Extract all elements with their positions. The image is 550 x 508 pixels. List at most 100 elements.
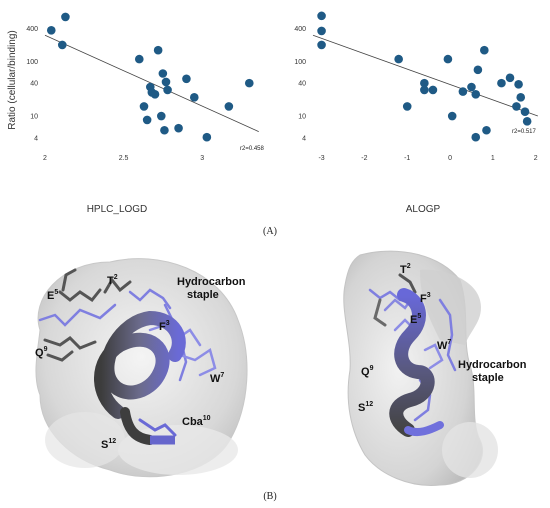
label-right-E: E5 xyxy=(410,313,421,326)
x-tick-label: 0 xyxy=(448,155,452,162)
data-point xyxy=(480,45,489,55)
data-point xyxy=(471,132,481,142)
data-point xyxy=(150,89,160,99)
panel-a-label: (A) xyxy=(263,226,277,237)
data-point xyxy=(160,125,169,135)
scatter-plot-alogp: ALOGP r2=0.517 4 10 40 100 400 -3 -2 -1 0 1 2 xyxy=(294,11,538,215)
data-point xyxy=(317,26,326,36)
data-point xyxy=(317,40,326,50)
chart2-points xyxy=(317,11,532,142)
x-tick-label: 2.5 xyxy=(119,155,129,162)
label-right-F: F3 xyxy=(420,292,431,305)
x-tick-label: -3 xyxy=(318,155,324,162)
data-point xyxy=(473,65,483,75)
label-left-Cba: Cba10 xyxy=(182,415,211,428)
chart2-trendline-group xyxy=(312,34,538,117)
x-tick-label: 3 xyxy=(200,155,204,162)
data-point xyxy=(182,74,191,84)
data-point xyxy=(158,69,168,78)
panel-b-label: (B) xyxy=(263,491,276,502)
data-point xyxy=(471,89,481,99)
chart1-xlabel: HPLC_LOGD xyxy=(87,204,148,215)
x-tick-label: 2 xyxy=(534,155,538,162)
label-left-staple-1: Hydrocarbon xyxy=(177,276,246,288)
data-point xyxy=(46,26,56,35)
trendline xyxy=(312,34,538,117)
structure-right-labels: T2 F3 E5 W7 Q9 Hydrocarbon staple S12 xyxy=(358,263,527,414)
data-point xyxy=(520,107,530,117)
chart2-y-tick-labels: 4 10 40 100 400 xyxy=(294,26,306,142)
chart1-y-tick-labels: 4 10 40 100 400 xyxy=(26,26,38,142)
x-tick-label: 2 xyxy=(43,155,47,162)
data-point xyxy=(522,117,532,126)
label-left-Q: Q9 xyxy=(35,346,48,359)
data-point xyxy=(163,85,172,95)
label-right-T: T2 xyxy=(400,263,411,276)
label-left-E: E5 xyxy=(47,289,58,302)
structure-left-labels: E5 T2 Hydrocarbon staple F3 Q9 W7 Cba10 … xyxy=(35,274,246,451)
y-tick-label: 40 xyxy=(30,81,38,88)
data-point xyxy=(458,87,468,96)
x-tick-label: 1 xyxy=(491,155,495,162)
data-point xyxy=(505,73,515,83)
data-point xyxy=(244,78,254,88)
x-tick-label: -1 xyxy=(404,155,410,162)
chart2-r2-annotation: r2=0.517 xyxy=(512,129,537,135)
data-point xyxy=(139,102,149,111)
data-point xyxy=(189,93,199,102)
label-left-F: F3 xyxy=(159,320,170,333)
y-tick-label: 10 xyxy=(30,114,38,121)
data-point xyxy=(402,102,412,111)
data-point xyxy=(153,45,163,55)
data-point xyxy=(514,80,523,89)
label-right-staple-2: staple xyxy=(472,372,504,384)
y-tick-label: 400 xyxy=(26,26,38,33)
data-point xyxy=(428,85,438,95)
label-right-staple-1: Hydrocarbon xyxy=(458,359,527,371)
chart1-ylabel: Ratio (cellular/binding) xyxy=(7,30,18,130)
data-point xyxy=(174,123,183,133)
structure-left-image xyxy=(35,258,248,478)
y-tick-label: 100 xyxy=(26,59,38,66)
data-point xyxy=(317,11,326,21)
data-point xyxy=(161,77,171,87)
y-tick-label: 10 xyxy=(298,114,306,121)
x-tick-label: -2 xyxy=(361,155,367,162)
data-point xyxy=(142,115,152,125)
data-point xyxy=(516,93,526,102)
structure-right-image xyxy=(343,250,498,486)
label-left-staple-2: staple xyxy=(187,289,219,301)
label-left-S: S12 xyxy=(101,438,116,451)
chart2-xlabel: ALOGP xyxy=(406,204,441,215)
data-point xyxy=(134,54,144,64)
label-right-S: S12 xyxy=(358,401,373,414)
data-point xyxy=(420,85,429,95)
y-tick-label: 400 xyxy=(294,26,306,33)
data-point xyxy=(497,78,506,88)
data-point xyxy=(447,111,457,121)
data-point xyxy=(394,54,403,64)
data-point xyxy=(482,125,491,135)
data-point xyxy=(224,102,234,111)
label-right-W: W7 xyxy=(437,339,451,352)
data-point xyxy=(512,102,521,111)
data-point xyxy=(156,111,166,121)
y-tick-label: 40 xyxy=(298,81,306,88)
label-right-Q: Q9 xyxy=(361,365,374,378)
data-point xyxy=(420,78,429,88)
y-tick-label: 4 xyxy=(302,135,306,142)
data-point xyxy=(61,12,70,22)
chart1-points xyxy=(46,12,254,142)
data-point xyxy=(443,54,453,64)
chart1-x-tick-labels: 2 2.5 3 xyxy=(43,155,204,162)
data-point xyxy=(202,132,212,142)
chart1-r2-annotation: r2=0.458 xyxy=(240,146,265,152)
scatter-plot-hplc-logd: Ratio (cellular/binding) HPLC_LOGD r2=0.… xyxy=(7,12,265,215)
label-left-W: W7 xyxy=(210,372,224,385)
y-tick-label: 4 xyxy=(34,135,38,142)
data-point xyxy=(57,40,67,50)
chart2-x-tick-labels: -3 -2 -1 0 1 2 xyxy=(318,155,537,162)
data-point xyxy=(467,82,476,92)
label-left-T: T2 xyxy=(107,274,118,287)
